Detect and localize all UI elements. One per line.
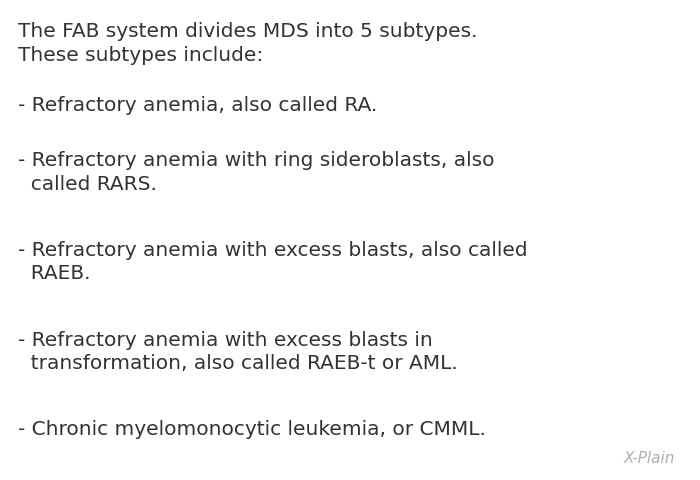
Text: X-Plain: X-Plain <box>624 451 676 466</box>
Text: - Refractory anemia with excess blasts, also called
  RAEB.: - Refractory anemia with excess blasts, … <box>18 241 527 284</box>
Text: - Refractory anemia with ring sideroblasts, also
  called RARS.: - Refractory anemia with ring sideroblas… <box>18 151 494 194</box>
Text: - Chronic myelomonocytic leukemia, or CMML.: - Chronic myelomonocytic leukemia, or CM… <box>18 420 485 440</box>
Text: The FAB system divides MDS into 5 subtypes.
These subtypes include:: The FAB system divides MDS into 5 subtyp… <box>18 22 477 65</box>
Text: - Refractory anemia, also called RA.: - Refractory anemia, also called RA. <box>18 96 377 115</box>
Text: - Refractory anemia with excess blasts in
  transformation, also called RAEB-t o: - Refractory anemia with excess blasts i… <box>18 331 457 373</box>
